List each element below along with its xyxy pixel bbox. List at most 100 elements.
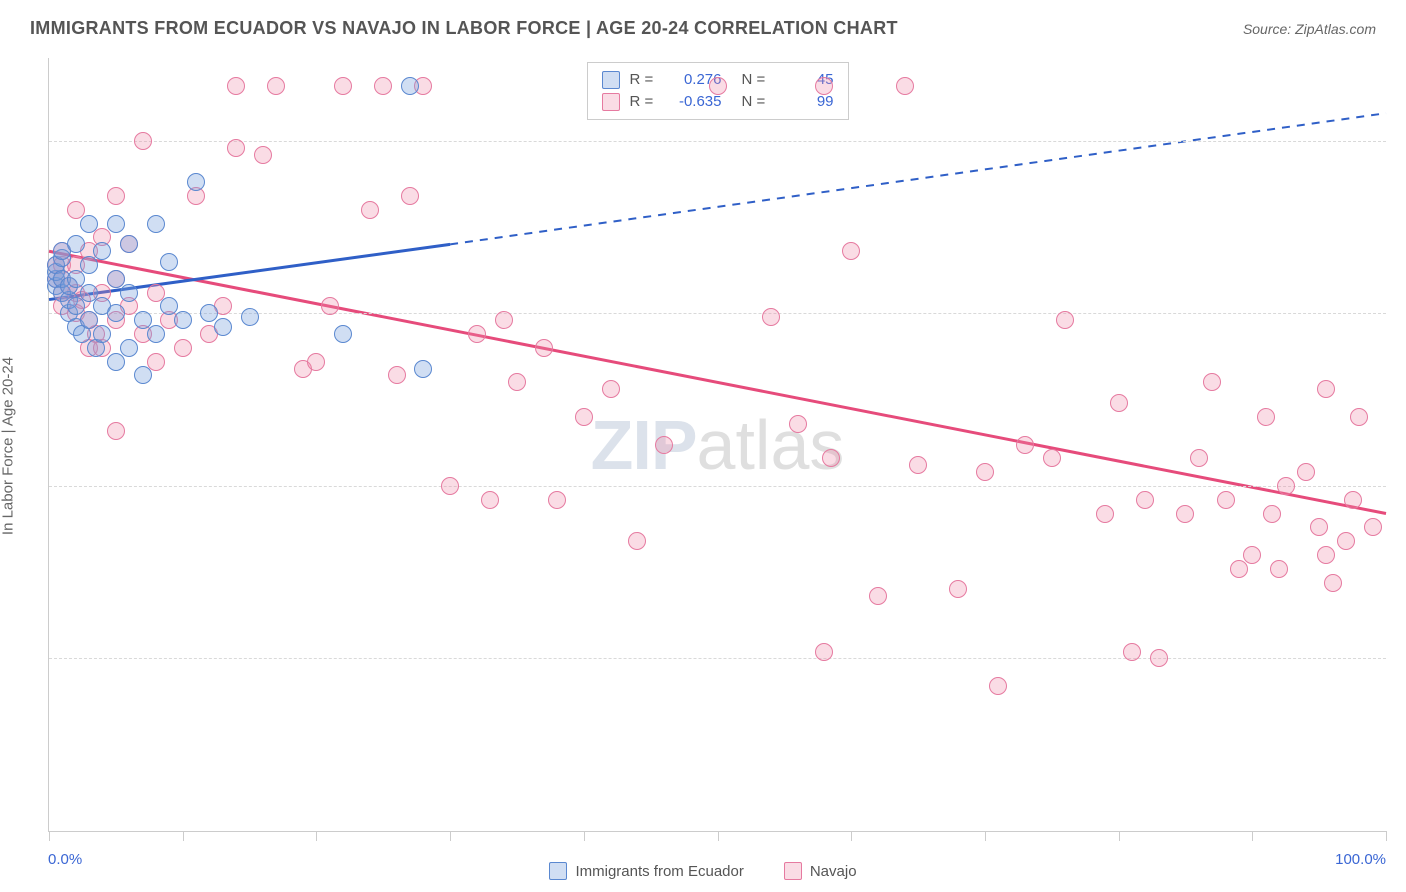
stat-r-label: R = <box>630 91 658 113</box>
stat-n-label: N = <box>742 69 770 91</box>
navajo-point <box>1277 477 1295 495</box>
navajo-point <box>1136 491 1154 509</box>
x-axis-tick <box>1119 831 1120 841</box>
ecuador-point <box>107 353 125 371</box>
x-axis-tick <box>851 831 852 841</box>
navajo-point <box>1190 449 1208 467</box>
navajo-point <box>869 587 887 605</box>
navajo-point <box>1317 546 1335 564</box>
ecuador-point <box>120 339 138 357</box>
ecuador-point <box>93 325 111 343</box>
y-axis-tick-label: 100.0% <box>1396 132 1406 149</box>
gridline <box>49 141 1386 142</box>
navajo-point <box>575 408 593 426</box>
ecuador-point <box>147 325 165 343</box>
navajo-point <box>307 353 325 371</box>
ecuador-point <box>241 308 259 326</box>
navajo-point <box>762 308 780 326</box>
x-axis-tick <box>1386 831 1387 841</box>
navajo-point <box>1203 373 1221 391</box>
navajo-point <box>1016 436 1034 454</box>
navajo-point <box>655 436 673 454</box>
navajo-point <box>1364 518 1382 536</box>
legend-item-navajo: Navajo <box>784 862 857 880</box>
ecuador-point <box>120 284 138 302</box>
x-axis-tick <box>985 831 986 841</box>
navajo-point <box>1176 505 1194 523</box>
navajo-point <box>1043 449 1061 467</box>
navajo-point <box>134 132 152 150</box>
navajo-point <box>548 491 566 509</box>
y-axis-tick-label: 75.0% <box>1396 305 1406 322</box>
page-title: IMMIGRANTS FROM ECUADOR VS NAVAJO IN LAB… <box>30 18 898 39</box>
legend: Immigrants from Ecuador Navajo <box>0 862 1406 880</box>
ecuador-point <box>401 77 419 95</box>
navajo-point <box>709 77 727 95</box>
navajo-point <box>1123 643 1141 661</box>
stat-r-label: R = <box>630 69 658 91</box>
navajo-point <box>481 491 499 509</box>
navajo-point <box>1350 408 1368 426</box>
x-axis-tick <box>718 831 719 841</box>
navajo-point <box>909 456 927 474</box>
navajo-point <box>374 77 392 95</box>
navajo-point <box>815 77 833 95</box>
navajo-point <box>1217 491 1235 509</box>
navajo-point <box>1317 380 1335 398</box>
navajo-point <box>1270 560 1288 578</box>
navajo-point <box>1243 546 1261 564</box>
navajo-point <box>1056 311 1074 329</box>
navajo-point <box>1344 491 1362 509</box>
ecuador-point <box>214 318 232 336</box>
y-axis-title: In Labor Force | Age 20-24 <box>0 357 17 535</box>
navajo-point <box>949 580 967 598</box>
navajo-point <box>227 139 245 157</box>
navajo-point <box>174 339 192 357</box>
navajo-point <box>441 477 459 495</box>
navajo-point <box>1297 463 1315 481</box>
navajo-point <box>1150 649 1168 667</box>
navajo-point <box>495 311 513 329</box>
x-axis-tick <box>316 831 317 841</box>
navajo-point <box>789 415 807 433</box>
source-label: Source: ZipAtlas.com <box>1243 21 1376 37</box>
navajo-point <box>628 532 646 550</box>
legend-item-ecuador: Immigrants from Ecuador <box>549 862 743 880</box>
gridline <box>49 486 1386 487</box>
y-axis-tick-label: 25.0% <box>1396 650 1406 667</box>
navajo-point <box>388 366 406 384</box>
navajo-point <box>535 339 553 357</box>
navajo-swatch <box>784 862 802 880</box>
navajo-point <box>254 146 272 164</box>
legend-label: Navajo <box>810 863 857 880</box>
navajo-point <box>267 77 285 95</box>
navajo-point <box>468 325 486 343</box>
navajo-point <box>1337 532 1355 550</box>
ecuador-point <box>80 215 98 233</box>
x-axis-tick <box>49 831 50 841</box>
navajo-point <box>508 373 526 391</box>
navajo-point <box>1257 408 1275 426</box>
ecuador-point <box>67 235 85 253</box>
navajo-point <box>107 187 125 205</box>
ecuador-point <box>160 253 178 271</box>
navajo-point <box>334 77 352 95</box>
gridline <box>49 658 1386 659</box>
ecuador-point <box>107 215 125 233</box>
ecuador-point <box>134 366 152 384</box>
trend-lines <box>49 58 1386 831</box>
ecuador-point <box>147 215 165 233</box>
navajo-point <box>602 380 620 398</box>
ecuador-swatch <box>602 71 620 89</box>
navajo-point <box>822 449 840 467</box>
y-axis-tick-label: 50.0% <box>1396 477 1406 494</box>
ecuador-point <box>174 311 192 329</box>
legend-label: Immigrants from Ecuador <box>575 863 743 880</box>
navajo-point <box>896 77 914 95</box>
navajo-point <box>1310 518 1328 536</box>
x-axis-tick <box>584 831 585 841</box>
navajo-point <box>361 201 379 219</box>
navajo-point <box>401 187 419 205</box>
stat-r-value: -0.635 <box>668 91 722 113</box>
navajo-point <box>107 422 125 440</box>
